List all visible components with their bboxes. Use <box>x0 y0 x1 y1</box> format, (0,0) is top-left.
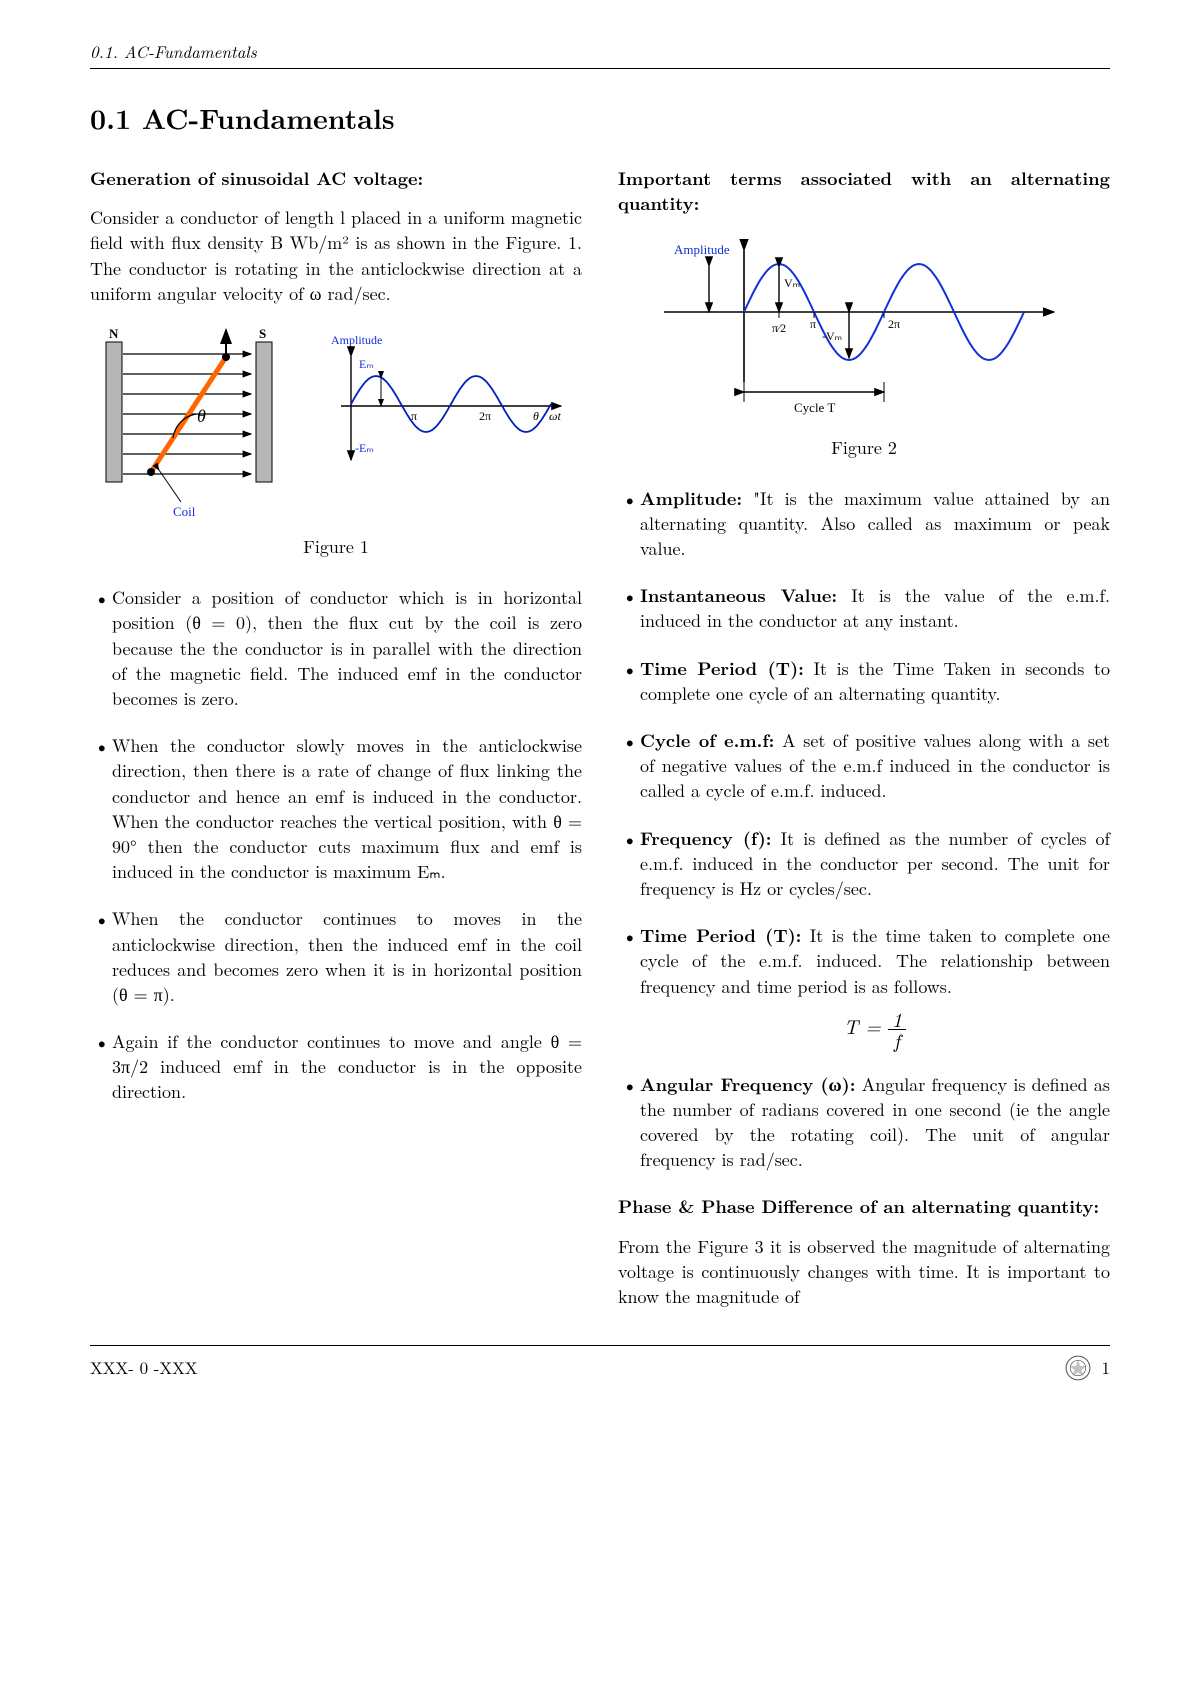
term-instantaneous: Instantaneous Value: It is the value of … <box>618 583 1110 633</box>
figure-1-svg: N S θ Coil <box>101 322 571 522</box>
svg-text:π⁄2: π⁄2 <box>772 321 786 335</box>
figure-1: N S θ Coil <box>90 322 582 559</box>
term-amplitude: Amplitude: "It is the maximum value atta… <box>618 486 1110 562</box>
svg-text:Vₘ: Vₘ <box>784 276 800 290</box>
figure-1-caption: Figure 1 <box>90 534 582 559</box>
footer-left: XXX- 0 -XXX <box>90 1356 198 1380</box>
svg-text:-Eₘ: -Eₘ <box>355 441 374 455</box>
svg-text:Coil: Coil <box>173 504 196 519</box>
figure-2: Amplitude Vₘ -Vₘ π⁄2 π 2π Cycle <box>618 232 1110 459</box>
phase-paragraph: From the Figure 3 it is observed the mag… <box>618 1234 1110 1310</box>
svg-text:2π: 2π <box>479 409 491 423</box>
section-title-text: 0.1 AC-Fundamentals <box>90 98 395 138</box>
svg-text:N: N <box>109 326 119 341</box>
svg-text:Amplitude: Amplitude <box>331 333 382 347</box>
svg-text:θ: θ <box>533 409 539 423</box>
svg-text:-Vₘ: -Vₘ <box>822 329 842 343</box>
running-header-text: 0.1. AC-Fundamentals <box>90 39 257 63</box>
figure-2-caption: Figure 2 <box>618 435 1110 460</box>
term-time-period-2: Time Period (T): It is the time taken to… <box>618 923 1110 1050</box>
left-bullet-1: When the conductor slowly moves in the a… <box>90 733 582 884</box>
svg-text:S: S <box>259 326 266 341</box>
left-subhead: Generation of sinusoidal AC voltage: <box>90 166 582 191</box>
svg-text:2π: 2π <box>888 317 900 331</box>
right-subhead-1: Important terms associated with an alter… <box>618 166 1110 216</box>
svg-text:π: π <box>810 317 816 331</box>
page-footer: XXX- 0 -XXX 1 <box>90 1345 1110 1382</box>
term-cycle: Cycle of e.m.f: A set of positive values… <box>618 728 1110 804</box>
left-bullet-0: Consider a position of conductor which i… <box>90 585 582 711</box>
term-angular-freq: Angular Frequency (ω): Angular frequency… <box>618 1072 1110 1173</box>
svg-text:Amplitude: Amplitude <box>674 242 730 257</box>
term-time-period-1: Time Period (T): It is the Time Taken in… <box>618 656 1110 706</box>
svg-text:Eₘ: Eₘ <box>359 357 374 371</box>
left-bullet-2: When the conductor continues to moves in… <box>90 906 582 1007</box>
terms-list: Amplitude: "It is the maximum value atta… <box>618 486 1110 1173</box>
term-frequency: Frequency (f): It is defined as the numb… <box>618 826 1110 902</box>
two-column-body: Generation of sinusoidal AC voltage: Con… <box>90 166 1110 1325</box>
running-header: 0.1. AC-Fundamentals <box>90 40 1110 69</box>
footer-seal-icon <box>1064 1354 1092 1382</box>
svg-text:π: π <box>411 409 417 423</box>
svg-text:Cycle T: Cycle T <box>794 400 835 415</box>
svg-text:θ: θ <box>197 406 206 426</box>
right-subhead-2: Phase & Phase Difference of an alternati… <box>618 1194 1110 1219</box>
intro-paragraph: Consider a conductor of length l placed … <box>90 205 582 306</box>
equation-T: T = 1 f <box>640 1009 1110 1050</box>
footer-page-number: 1 <box>1102 1356 1111 1380</box>
svg-text:ωt: ωt <box>549 409 561 423</box>
section-title: 0.1 AC-Fundamentals <box>90 99 1110 138</box>
figure-2-svg: Amplitude Vₘ -Vₘ π⁄2 π 2π Cycle <box>654 232 1074 422</box>
left-bullet-3: Again if the conductor continues to move… <box>90 1029 582 1105</box>
left-bullet-list: Consider a position of conductor which i… <box>90 585 582 1104</box>
